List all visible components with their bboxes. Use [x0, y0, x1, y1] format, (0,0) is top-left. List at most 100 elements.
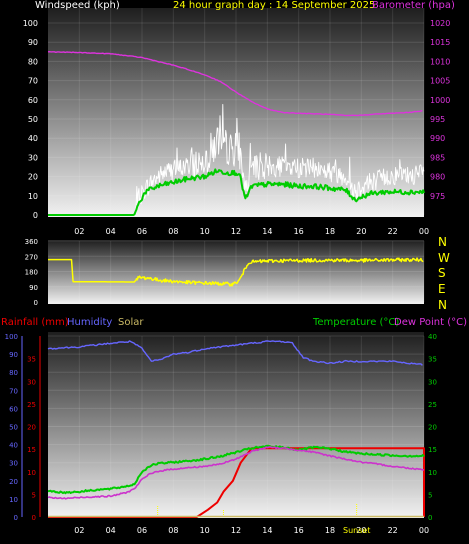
dir-y-tick-label: 90 [29, 284, 38, 292]
average-wind-line [47, 168, 425, 216]
wind-y-tick-label: 80 [28, 57, 38, 66]
rain-y-tick-label: 15 [27, 446, 36, 454]
baro-y-tick-label: 1000 [430, 96, 450, 105]
rain-y-tick-label: 35 [27, 356, 36, 364]
humidity-y-tick-label: 60 [9, 405, 18, 413]
baro-y-tick-label: 980 [430, 173, 445, 182]
temp-y-tick-label: 35 [428, 356, 437, 364]
rain-y-tick-label: 10 [27, 469, 36, 477]
wind-y-tick-label: 10 [28, 192, 38, 201]
wind-y-tick-label: 40 [28, 134, 38, 143]
temp-x-tick-label: 12 [231, 526, 241, 535]
humidity-y-tick-label: 0 [14, 514, 18, 522]
wind-y-tick-label: 70 [28, 77, 38, 86]
dir-y-tick-label: 180 [25, 269, 38, 277]
baro-y-tick-label: 1020 [430, 19, 450, 28]
rain-y-tick-label: 20 [27, 424, 36, 432]
baro-y-tick-label: 990 [430, 134, 445, 143]
temp-x-tick-label: 16 [294, 526, 304, 535]
wind-y-tick-label: 50 [28, 115, 38, 124]
wind-y-tick-label: 0 [33, 211, 38, 220]
baro-y-tick-label: 985 [430, 153, 445, 162]
compass-s: S [438, 266, 446, 280]
wind-axis-label: Windspeed (kph) [35, 0, 120, 11]
rain-y-tick-label: 25 [27, 401, 36, 409]
wind-x-tick-label: 04 [106, 227, 116, 236]
wind-x-tick-label: 00 [419, 227, 429, 236]
wind-y-tick-label: 90 [28, 38, 38, 47]
temp-x-tick-label: 06 [137, 526, 147, 535]
wind-x-tick-label: 06 [137, 227, 147, 236]
humidity-y-tick-label: 10 [9, 496, 18, 504]
dir-y-tick-label: 0 [34, 299, 38, 307]
temp-y-tick-label: 0 [428, 514, 432, 522]
humidity-y-tick-label: 80 [9, 369, 18, 377]
temp-x-tick-label: 02 [74, 526, 84, 535]
temp-y-tick-label: 15 [428, 446, 437, 454]
temp-x-tick-label: 18 [325, 526, 335, 535]
temp-panel [48, 332, 424, 518]
wind-x-tick-label: 16 [294, 227, 304, 236]
temp-x-tick-label: 08 [168, 526, 178, 535]
temp-x-tick-label: 10 [200, 526, 210, 535]
wind-x-tick-label: 08 [168, 227, 178, 236]
humidity-y-tick-label: 30 [9, 460, 18, 468]
direction-panel [48, 240, 424, 304]
humidity-y-tick-label: 50 [9, 424, 18, 432]
humidity-y-tick-label: 40 [9, 442, 18, 450]
temp-y-tick-label: 5 [428, 491, 432, 499]
humidity-y-tick-label: 90 [9, 351, 18, 359]
compass-n-top: N [438, 235, 447, 249]
rain-y-tick-label: 30 [27, 378, 36, 386]
rain-label: Rainfall (mm) [1, 317, 69, 328]
wind-direction-line [48, 257, 424, 287]
barometer-line [47, 51, 423, 117]
compass-n-bottom: N [438, 298, 447, 312]
temp-y-tick-label: 30 [428, 378, 437, 386]
temperature-line [48, 444, 425, 495]
baro-y-tick-label: 1005 [430, 77, 450, 86]
temp-y-tick-label: 10 [428, 469, 437, 477]
temp-y-tick-label: 25 [428, 401, 437, 409]
wind-panel [48, 8, 424, 217]
wind-x-tick-label: 10 [200, 227, 210, 236]
temp-x-tick-label: 14 [262, 526, 272, 535]
compass-e: E [438, 282, 446, 296]
wind-x-tick-label: 14 [262, 227, 272, 236]
humidity-y-tick-label: 20 [9, 478, 18, 486]
temp-x-tick-label: 00 [419, 526, 429, 535]
rain-y-tick-label: 0 [32, 514, 36, 522]
wind-x-tick-label: 12 [231, 227, 241, 236]
wind-y-tick-label: 20 [28, 173, 38, 182]
temp-label: Temperature (°C) [312, 317, 399, 328]
dir-y-tick-label: 360 [25, 238, 38, 246]
temp-y-tick-label: 40 [428, 333, 437, 341]
dir-y-tick-label: 270 [25, 253, 38, 261]
temp-x-tick-label: 22 [388, 526, 398, 535]
dew-point-line [47, 446, 425, 500]
baro-axis-label: Barometer (hpa) [372, 0, 455, 11]
humidity-line [47, 340, 423, 366]
temp-x-tick-label: 04 [106, 526, 116, 535]
wind-x-tick-label: 02 [74, 227, 84, 236]
solar-label: Solar [118, 317, 144, 328]
dew-label: Dew Point (°C) [394, 317, 467, 328]
wind-y-tick-label: 30 [28, 153, 38, 162]
compass-w: W [438, 251, 450, 265]
baro-y-tick-label: 1015 [430, 38, 450, 47]
rain-y-tick-label: 5 [32, 491, 36, 499]
wind-x-tick-label: 18 [325, 227, 335, 236]
baro-y-tick-label: 1010 [430, 57, 450, 66]
humidity-label: Humidity [67, 317, 112, 328]
temp-x-tick-label: 20 [356, 526, 366, 535]
wind-x-tick-label: 22 [388, 227, 398, 236]
baro-y-tick-label: 975 [430, 192, 445, 201]
sunset-label: Sunset [343, 526, 370, 535]
chart-title: 24 hour graph day : 14 September 2025 [173, 0, 375, 11]
baro-y-tick-label: 995 [430, 115, 445, 124]
temp-y-tick-label: 20 [428, 424, 437, 432]
wind-y-tick-label: 100 [23, 19, 38, 28]
wind-y-tick-label: 60 [28, 96, 38, 105]
humidity-y-tick-label: 100 [5, 333, 18, 341]
